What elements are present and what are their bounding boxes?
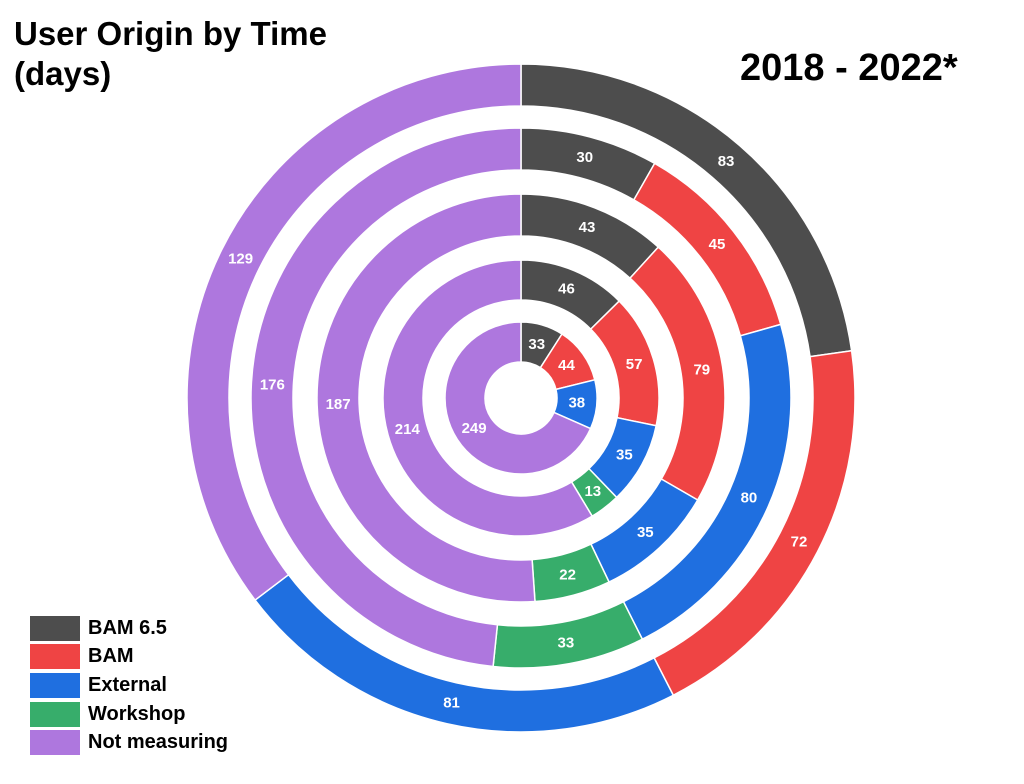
ring-3-label-external: 35	[637, 524, 654, 541]
ring-1-segment-not-measuring	[444, 321, 592, 475]
legend-swatch-bam	[30, 644, 80, 670]
ring-4-label-not-measuring: 176	[260, 377, 285, 394]
ring-3-label-bam: 79	[693, 361, 710, 378]
ring-2-label-bam-6-5: 46	[558, 281, 575, 298]
ring-5-label-bam: 72	[791, 533, 808, 550]
legend-label-workshop: Workshop	[88, 702, 186, 725]
ring-5-label-bam-6-5: 83	[718, 153, 735, 170]
ring-4-label-external: 80	[741, 490, 758, 507]
ring-5-label-not-measuring: 129	[228, 250, 253, 267]
ring-3-segment-not-measuring	[316, 193, 536, 603]
legend-item-external: External	[30, 671, 228, 700]
legend-item-bam: BAM	[30, 643, 228, 672]
ring-1-label-bam-6-5: 33	[528, 336, 545, 353]
chart-title: User Origin by Time (days)	[14, 15, 327, 92]
legend-swatch-bam-6-5	[30, 615, 80, 641]
ring-2-label-workshop: 13	[584, 483, 601, 500]
legend-swatch-workshop	[30, 701, 80, 727]
legend-swatch-not-measuring	[30, 730, 80, 756]
legend-item-bam-6-5: BAM 6.5	[30, 614, 228, 643]
ring-3-label-workshop: 22	[559, 566, 576, 583]
chart-subtitle: 2018 - 2022*	[740, 47, 958, 89]
ring-5-label-external: 81	[443, 695, 460, 712]
ring-3-label-not-measuring: 187	[326, 396, 351, 413]
ring-4-label-bam-6-5: 30	[576, 149, 593, 166]
ring-1-label-not-measuring: 249	[462, 420, 487, 437]
labels-layer: 33 44 38 249 46 57 35 13 214 43 79 35 22 187 30 45 80 33 1…	[228, 149, 807, 712]
legend-item-workshop: Workshop	[30, 700, 228, 729]
ring-1-label-bam: 44	[558, 357, 575, 374]
legend-label-not-measuring: Not measuring	[88, 731, 229, 754]
legend-label-bam-6-5: BAM 6.5	[88, 616, 167, 639]
ring-4-label-bam: 45	[709, 236, 726, 253]
ring-2-segment-not-measuring	[382, 259, 594, 537]
ring-2-label-not-measuring: 214	[395, 421, 421, 438]
ring-3-label-bam-6-5: 43	[579, 219, 596, 236]
ring-2-label-bam: 57	[626, 356, 643, 373]
legend-label-bam: BAM	[88, 645, 134, 668]
ring-5-segment-not-measuring	[186, 63, 522, 602]
legend-label-external: External	[88, 673, 167, 696]
legend: BAM 6.5 BAM External Workshop Not measuring	[30, 614, 228, 757]
rings-layer	[186, 63, 856, 733]
legend-item-not-measuring: Not measuring	[30, 728, 228, 757]
ring-4-label-workshop: 33	[558, 634, 575, 651]
ring-2-label-external: 35	[616, 446, 633, 463]
ring-1-label-external: 38	[568, 394, 585, 411]
legend-swatch-external	[30, 672, 80, 698]
ring-4-segment-not-measuring	[250, 127, 522, 668]
